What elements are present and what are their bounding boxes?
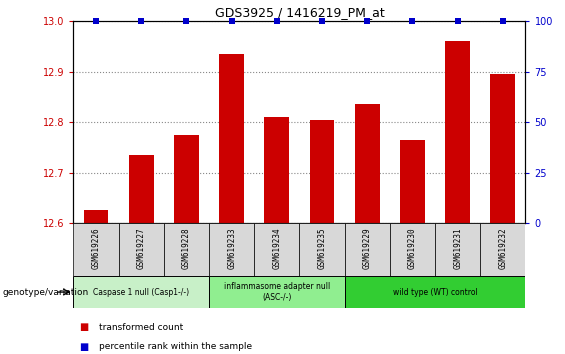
Bar xyxy=(129,155,154,223)
Text: Caspase 1 null (Casp1-/-): Caspase 1 null (Casp1-/-) xyxy=(93,287,189,297)
Text: percentile rank within the sample: percentile rank within the sample xyxy=(99,342,252,352)
Text: GSM619234: GSM619234 xyxy=(272,228,281,269)
Title: GDS3925 / 1416219_PM_at: GDS3925 / 1416219_PM_at xyxy=(215,6,384,19)
Bar xyxy=(355,104,380,223)
Bar xyxy=(490,74,515,223)
Bar xyxy=(345,276,525,308)
Bar xyxy=(480,223,525,276)
Bar xyxy=(73,223,119,276)
Text: GSM619228: GSM619228 xyxy=(182,228,191,269)
Bar xyxy=(310,120,334,223)
Bar xyxy=(209,223,254,276)
Text: ■: ■ xyxy=(79,342,88,352)
Text: wild type (WT) control: wild type (WT) control xyxy=(393,287,477,297)
Bar xyxy=(219,54,244,223)
Text: GSM619230: GSM619230 xyxy=(408,228,417,269)
Bar xyxy=(164,223,209,276)
Bar xyxy=(400,140,425,223)
Bar xyxy=(435,223,480,276)
Text: GSM619227: GSM619227 xyxy=(137,228,146,269)
Text: GSM619232: GSM619232 xyxy=(498,228,507,269)
Text: genotype/variation: genotype/variation xyxy=(3,287,89,297)
Text: transformed count: transformed count xyxy=(99,323,183,332)
Bar xyxy=(209,276,345,308)
Bar xyxy=(264,117,289,223)
Text: GSM619226: GSM619226 xyxy=(92,228,101,269)
Text: GSM619229: GSM619229 xyxy=(363,228,372,269)
Bar xyxy=(299,223,345,276)
Bar xyxy=(73,276,209,308)
Bar xyxy=(345,223,390,276)
Text: ■: ■ xyxy=(79,322,88,332)
Bar xyxy=(445,41,470,223)
Text: inflammasome adapter null
(ASC-/-): inflammasome adapter null (ASC-/-) xyxy=(224,282,330,302)
Text: GSM619233: GSM619233 xyxy=(227,228,236,269)
Bar xyxy=(174,135,199,223)
Bar xyxy=(119,223,164,276)
Bar xyxy=(390,223,435,276)
Bar xyxy=(84,210,108,223)
Text: GSM619235: GSM619235 xyxy=(318,228,327,269)
Bar xyxy=(254,223,299,276)
Text: GSM619231: GSM619231 xyxy=(453,228,462,269)
